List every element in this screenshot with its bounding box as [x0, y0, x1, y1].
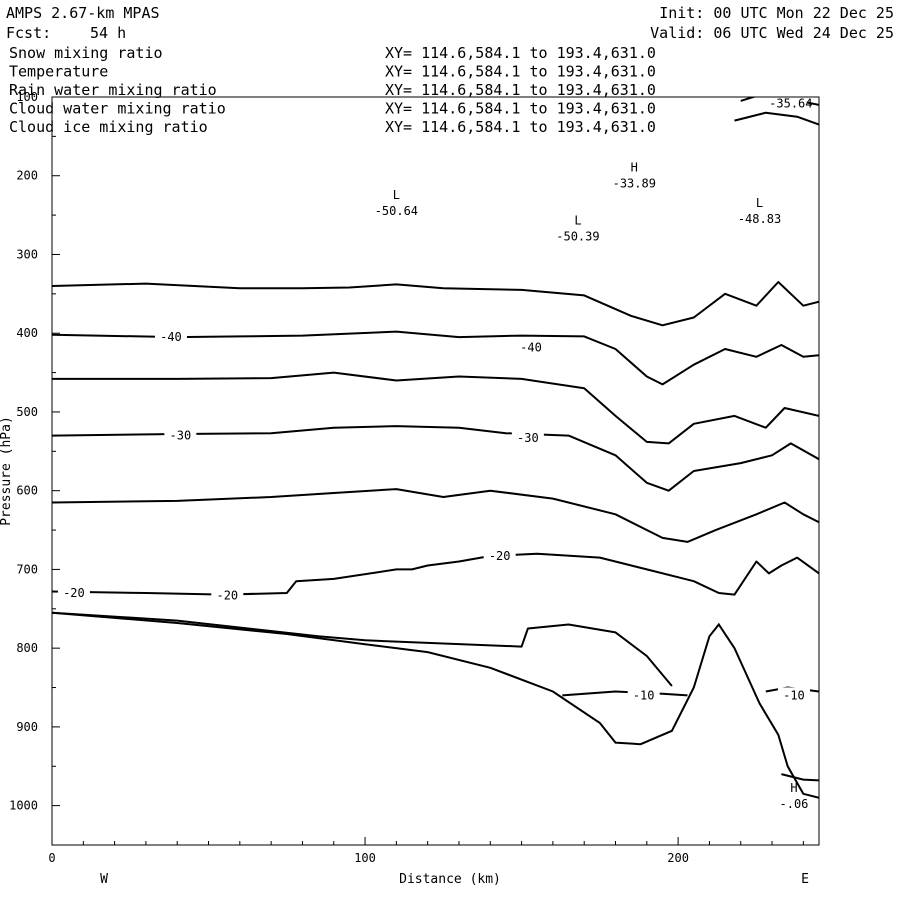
field-name: Cloud water mixing ratio — [9, 100, 226, 118]
contour-label: -20 — [63, 586, 85, 600]
field-name: Temperature — [9, 63, 108, 81]
contour-labels: -35.64 -40 -40 -30 -30 -20 -20 -20 -10 -10 H -33.89… — [57, 95, 813, 811]
contour-label: -35.64 — [769, 96, 812, 110]
y-tick-label: 1000 — [9, 799, 38, 813]
contour-label: -30 — [170, 429, 192, 443]
contour-label-bg — [164, 427, 197, 442]
west-label: W — [100, 872, 108, 887]
field-xy: XY= 114.6,584.1 to 193.4,631.0 — [385, 100, 656, 118]
extremum-value: -33.89 — [613, 177, 656, 191]
contour-label: -10 — [783, 688, 805, 702]
model-title: AMPS 2.67-km MPAS — [6, 4, 160, 22]
extremum-value: -.06 — [780, 797, 809, 811]
isotherm-line — [52, 611, 673, 687]
y-tick-label: 300 — [16, 247, 38, 261]
contour-label: -10 — [633, 688, 655, 702]
isotherm-line — [562, 690, 688, 697]
contour-label-bg — [774, 95, 807, 110]
contour-label-bg — [154, 329, 187, 344]
y-tick-label: 900 — [16, 720, 38, 734]
field-name: Rain water mixing ratio — [9, 81, 217, 99]
x-tick-label: 200 — [667, 851, 689, 865]
y-tick-label: 700 — [16, 562, 38, 576]
y-axis-label: Pressure (hPa) — [0, 416, 14, 526]
contour-label: -20 — [216, 588, 238, 602]
contour-label-bg — [57, 585, 90, 600]
valid-time: Valid: 06 UTC Wed 24 Dec 25 — [650, 24, 894, 42]
plot-area: -35.64 -40 -40 -30 -30 -20 -20 -20 -10 -10 H -33.89… — [9, 90, 820, 865]
extremum-marker: H — [631, 161, 638, 175]
isotherm-line — [52, 281, 819, 327]
extremum-marker: L — [756, 196, 763, 210]
contour-label: -40 — [520, 340, 542, 354]
field-list: Snow mixing ratio XY= 114.6,584.1 to 193.… — [9, 44, 656, 136]
y-tick-label: 400 — [16, 326, 38, 340]
y-axis: 100 200 300 400 500 600 700 800 900 1000 — [9, 90, 60, 846]
isotherm-line — [52, 425, 819, 492]
x-axis-label: Distance (km) — [399, 872, 501, 887]
fcst-value: 54 h — [90, 24, 126, 42]
isotherm-line — [734, 111, 819, 126]
extremum-marker: H — [790, 781, 797, 795]
field-xy: XY= 114.6,584.1 to 193.4,631.0 — [385, 44, 656, 62]
extremum-marker: L — [393, 188, 400, 202]
contour-label-bg — [211, 587, 244, 602]
extremum-value: -48.83 — [738, 212, 781, 226]
init-time: Init: 00 UTC Mon 22 Dec 25 — [659, 4, 894, 22]
isotherm-line — [52, 488, 819, 543]
terrain-line — [52, 611, 819, 799]
contour-label: -30 — [517, 431, 539, 445]
field-name: Cloud ice mixing ratio — [9, 118, 208, 136]
isotherm-line — [52, 330, 819, 386]
terrain-profile — [52, 611, 819, 799]
header: AMPS 2.67-km MPAS Fcst: 54 h Init: 00 UT… — [6, 4, 894, 136]
x-axis: 0 100 200 — [48, 837, 804, 865]
contour-label: -20 — [489, 549, 511, 563]
isotherm-line — [52, 371, 819, 445]
y-tick-label: 800 — [16, 641, 38, 655]
fcst-label: Fcst: — [6, 24, 51, 42]
contour-label-bg — [627, 687, 660, 702]
x-tick-label: 100 — [354, 851, 376, 865]
isotherm-line — [52, 552, 819, 596]
extremum-marker: L — [574, 213, 581, 227]
field-name: Snow mixing ratio — [9, 44, 163, 62]
extremum-value: -50.39 — [556, 229, 599, 243]
contour-label-bg — [511, 429, 544, 444]
contour-label-bg — [777, 687, 810, 702]
isotherm-line — [781, 773, 819, 782]
y-tick-label: 600 — [16, 484, 38, 498]
contour-label-bg — [514, 339, 547, 354]
field-xy: XY= 114.6,584.1 to 193.4,631.0 — [385, 118, 656, 136]
contour-label: -40 — [160, 330, 182, 344]
field-xy: XY= 114.6,584.1 to 193.4,631.0 — [385, 63, 656, 81]
extremum-value: -50.64 — [375, 204, 418, 218]
y-tick-label: 200 — [16, 169, 38, 183]
east-label: E — [801, 872, 809, 887]
y-tick-label: 500 — [16, 405, 38, 419]
field-xy: XY= 114.6,584.1 to 193.4,631.0 — [385, 81, 656, 99]
contour-label-bg — [483, 548, 516, 563]
x-tick-label: 0 — [48, 851, 55, 865]
plot-frame — [51, 96, 820, 846]
y-tick-label: 100 — [16, 90, 38, 104]
